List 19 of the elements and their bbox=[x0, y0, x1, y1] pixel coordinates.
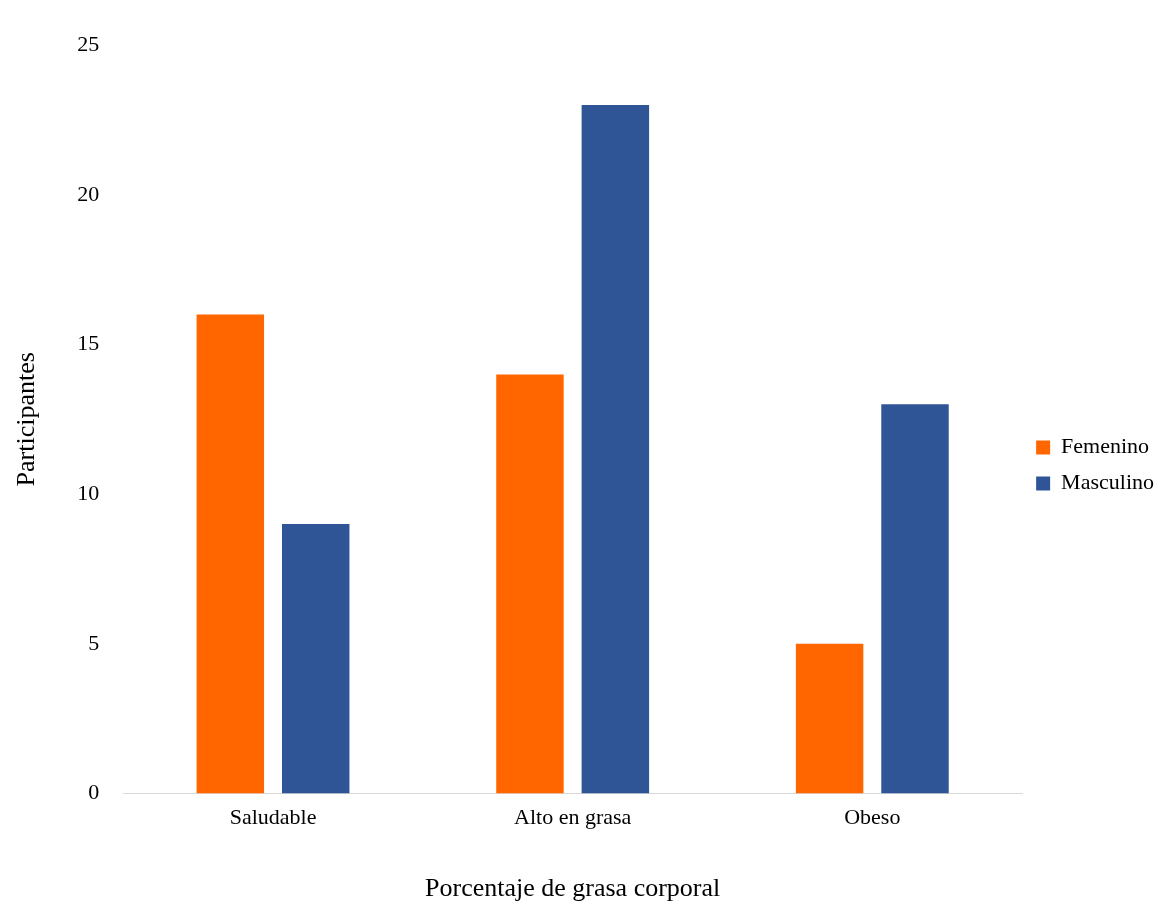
y-tick-label: 25 bbox=[77, 30, 100, 56]
x-tick-label: Alto en grasa bbox=[514, 804, 632, 830]
y-tick-label: 0 bbox=[88, 779, 100, 805]
x-axis-title: Porcentaje de grasa corporal bbox=[425, 873, 721, 903]
bar bbox=[196, 314, 265, 794]
bar bbox=[496, 374, 564, 794]
legend-label: Masculino bbox=[1061, 469, 1155, 495]
y-tick-label: 15 bbox=[77, 330, 100, 356]
legend-label: Femenino bbox=[1061, 433, 1150, 459]
bar bbox=[795, 643, 864, 794]
bar bbox=[281, 524, 350, 794]
x-tick-label: Obeso bbox=[844, 804, 901, 830]
bar bbox=[881, 404, 949, 794]
bar bbox=[581, 105, 650, 794]
y-tick-label: 20 bbox=[77, 180, 100, 206]
y-tick-label: 10 bbox=[77, 479, 100, 505]
y-tick-label: 5 bbox=[88, 629, 100, 655]
x-tick-label: Saludable bbox=[229, 804, 317, 830]
y-axis-title: Participantes bbox=[11, 352, 41, 487]
